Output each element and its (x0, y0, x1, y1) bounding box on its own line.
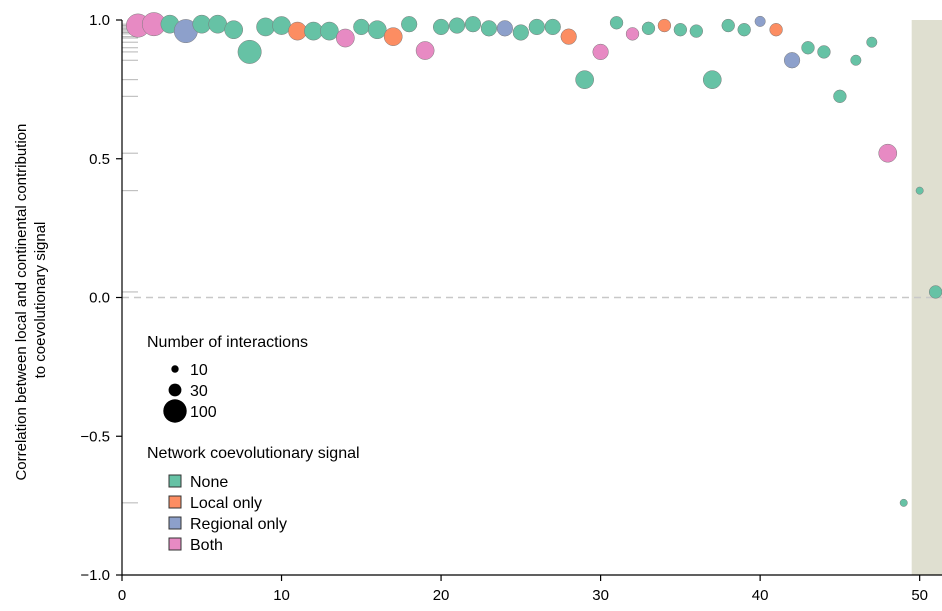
color-legend-label: Local only (190, 495, 262, 512)
x-tick-label: 10 (273, 587, 290, 604)
data-point (256, 17, 275, 37)
color-legend-swatch (168, 495, 182, 509)
data-point (288, 21, 307, 41)
y-tick-label: 1.0 (89, 12, 110, 29)
data-point (609, 16, 624, 30)
data-point (801, 41, 815, 55)
data-point (833, 89, 847, 103)
x-tick-label: 50 (911, 587, 928, 604)
size-legend-label: 100 (190, 404, 217, 421)
data-point (560, 28, 577, 45)
y-axis-title-line-2: to coevolutionary signal (32, 222, 49, 379)
data-point (496, 20, 513, 37)
data-point (336, 28, 355, 48)
color-legend-swatch (168, 474, 182, 488)
data-point (272, 16, 291, 35)
data-point (737, 23, 751, 37)
data-points (126, 12, 942, 507)
data-point (769, 23, 783, 37)
data-point (353, 18, 370, 36)
x-tick-label: 20 (433, 587, 450, 604)
color-legend-title: Network coevolutionary signal (147, 445, 360, 462)
color-legend-swatch (168, 516, 182, 530)
x-tick-label: 40 (752, 587, 769, 604)
data-point (320, 21, 339, 41)
color-legend: None Local only Regional only Both (168, 474, 287, 554)
data-point (689, 24, 703, 38)
color-legend-swatch (168, 537, 182, 551)
y-tick-label: −1.0 (80, 567, 110, 584)
size-legend-label: 30 (190, 383, 208, 400)
data-point (432, 18, 450, 36)
data-point (480, 20, 498, 37)
data-point (367, 20, 387, 40)
size-legend: 10 30 100 (163, 362, 217, 423)
x-tick-label: 0 (118, 587, 126, 604)
y-axis-title: Correlation between local and continenta… (13, 119, 49, 480)
data-point (928, 285, 942, 299)
data-point (544, 18, 561, 36)
data-point (401, 16, 418, 33)
color-legend-label: Both (190, 537, 223, 554)
legend: Number of interactions 10 30 100 Network c… (147, 334, 360, 554)
data-point (657, 18, 672, 33)
data-point (866, 36, 878, 48)
data-point (208, 14, 228, 34)
size-legend-marker (168, 383, 182, 397)
y-tick-label: 0.5 (89, 151, 110, 168)
size-legend-title: Number of interactions (147, 334, 308, 351)
data-point (754, 15, 766, 27)
data-point (641, 21, 656, 35)
x-axis-ticks: 0 10 20 30 40 50 (118, 575, 928, 604)
data-point (915, 186, 924, 195)
data-point (448, 17, 466, 34)
data-point (625, 27, 640, 41)
data-point (899, 498, 908, 507)
y-tick-label: 0.0 (89, 290, 110, 307)
data-point (878, 143, 898, 163)
data-point (304, 21, 323, 41)
data-point (817, 45, 831, 59)
data-point (575, 70, 594, 89)
color-legend-label: Regional only (190, 516, 287, 533)
data-point (383, 27, 403, 46)
data-point (528, 18, 545, 36)
data-point (464, 16, 482, 33)
size-legend-label: 10 (190, 362, 208, 379)
x-tick-label: 30 (592, 587, 609, 604)
data-point (592, 43, 609, 61)
data-point (512, 24, 529, 41)
data-point (192, 14, 212, 34)
data-point (783, 52, 801, 69)
data-point (673, 23, 688, 37)
data-point (721, 18, 735, 33)
y-axis-ticks: −1.0 −0.5 0.0 0.5 1.0 (80, 12, 122, 584)
y-tick-label: −0.5 (80, 428, 110, 445)
data-point (415, 41, 435, 60)
y-axis-title-line-1: Correlation between local and continenta… (13, 124, 30, 481)
size-legend-marker (163, 399, 187, 423)
color-legend-label: None (190, 474, 228, 491)
data-point (702, 70, 722, 89)
data-point (850, 54, 862, 66)
rug-marks (122, 23, 138, 504)
data-point (224, 20, 243, 40)
size-legend-marker (171, 365, 179, 373)
data-point (237, 39, 262, 64)
